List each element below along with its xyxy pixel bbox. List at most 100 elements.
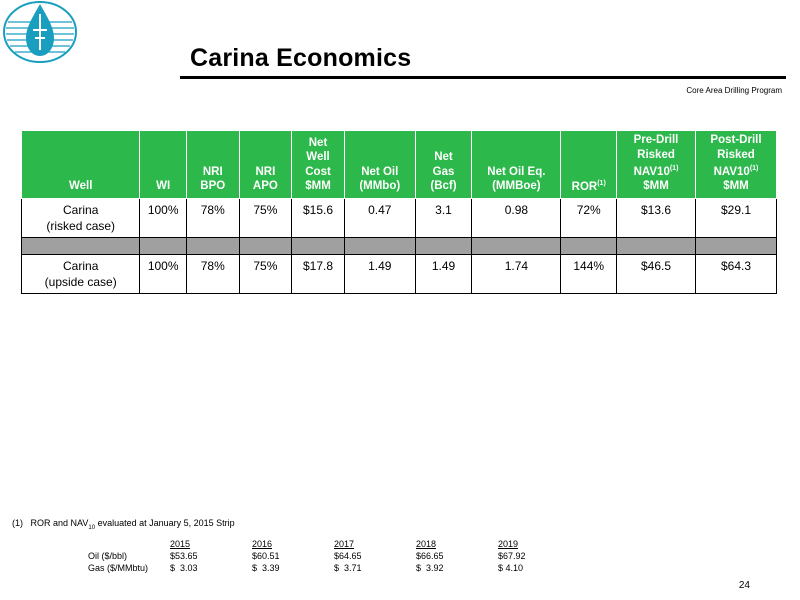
footnote-ref: (1) — [597, 179, 606, 187]
well-name-line: (risked case) — [46, 218, 116, 233]
column-header-line: Net — [308, 136, 328, 149]
column-header-line: Well — [68, 180, 93, 193]
table-cell: $13.6 — [616, 197, 696, 238]
column-header-line: Cost — [305, 165, 331, 178]
price-value: $67.92 — [498, 551, 526, 561]
table-cell: 0.47 — [343, 197, 416, 238]
column-header: NRI APO — [238, 130, 293, 199]
column-header-line: Net — [434, 151, 453, 164]
table-cell: 78% — [185, 197, 240, 238]
column-header-line: $MM — [723, 180, 749, 193]
price-years-row: 2015 2016 2017 2018 2019 — [88, 538, 580, 550]
column-header-line: NRI — [255, 165, 276, 178]
economics-table: Well WI NRI BPO NRI APO Net Well Cost $MM Net Oil(… — [20, 130, 778, 294]
table-cell: $17.8 — [291, 253, 345, 294]
spacer-cell — [616, 236, 696, 255]
price-gas-row: Gas ($/MMbtu) $ 3.03 $ 3.39 $ 3.71 $ 3.9… — [88, 562, 580, 574]
price-value: $ 3.39 — [252, 563, 280, 573]
table-cell: 100% — [139, 253, 187, 294]
price-value: $ 3.92 — [416, 563, 444, 573]
price-label-cell — [88, 538, 170, 550]
footnote-text-after: evaluated at January 5, 2015 Strip — [95, 518, 235, 528]
price-value: $ 3.03 — [170, 563, 198, 573]
column-header-line: Net Oil — [361, 165, 399, 178]
footnote-marker: (1) — [12, 518, 23, 528]
table-cell: 72% — [560, 197, 618, 238]
price-year: 2019 — [498, 539, 519, 549]
column-header: Net Oil Eq. (MMBoe) — [471, 130, 562, 199]
spacer-cell — [694, 236, 778, 255]
price-year: 2017 — [334, 539, 355, 549]
table-cell: 100% — [139, 197, 187, 238]
well-name-line: (upside case) — [44, 274, 117, 289]
column-header-line: Risked — [637, 148, 675, 161]
spacer-cell — [139, 236, 187, 255]
table-cell: 1.74 — [471, 253, 562, 294]
column-header-line: Pre-Drill — [633, 134, 679, 146]
spacer-cell — [343, 236, 416, 255]
spacer-cell — [560, 236, 618, 255]
price-value: $53.65 — [170, 551, 198, 561]
column-header-line: Gas — [432, 165, 455, 178]
table-row-upside: Carina (upside case) 100% 78% 75% $17.8 1.49 1.… — [20, 253, 778, 294]
spacer-cell — [238, 236, 293, 255]
column-header-line: NAV10 — [633, 165, 670, 178]
column-header-line: NAV10 — [713, 165, 750, 178]
column-header: Post-Drill Risked NAV10(1) $MM — [694, 130, 778, 199]
table-cell: 75% — [238, 253, 293, 294]
spacer-cell — [471, 236, 562, 255]
spacer-cell — [185, 236, 240, 255]
footnote-subscript: 10 — [88, 524, 96, 531]
table-cell: 75% — [238, 197, 293, 238]
column-header-line: (MMBoe) — [492, 180, 541, 193]
price-year: 2015 — [170, 539, 191, 549]
well-name-cell: Carina (risked case) — [20, 197, 141, 238]
column-header-line: BPO — [200, 180, 226, 193]
column-header-line: WI — [156, 180, 171, 193]
footnote-ref: (1) — [749, 165, 759, 172]
table-cell: 3.1 — [414, 197, 473, 238]
well-name-line: Carina — [63, 258, 99, 273]
well-name-cell: Carina (upside case) — [20, 253, 141, 294]
column-header: Net Well Cost $MM — [291, 130, 345, 199]
price-value: $ 4.10 — [498, 563, 524, 573]
table-cell: 78% — [185, 253, 240, 294]
price-year: 2016 — [252, 539, 273, 549]
table-cell: $29.1 — [694, 197, 778, 238]
column-header-line: (Bcf) — [430, 180, 457, 193]
table-cell: $64.3 — [694, 253, 778, 294]
page-subtitle: Core Area Drilling Program — [686, 86, 782, 95]
page-number: 24 — [738, 580, 750, 591]
column-header-line: Risked — [717, 148, 755, 161]
price-year: 2018 — [416, 539, 437, 549]
table-cell: 0.98 — [471, 197, 562, 238]
column-header-line: $MM — [305, 180, 331, 193]
table-spacer-row — [20, 236, 778, 255]
footnote-ref: (1) — [669, 165, 679, 172]
column-header-line: $MM — [643, 180, 669, 193]
spacer-cell — [291, 236, 345, 255]
table-row-risked: Carina (risked case) 100% 78% 75% $15.6 0.47 3.… — [20, 197, 778, 238]
footnote-text-before: ROR and NAV — [30, 518, 89, 528]
price-oil-row: Oil ($/bbl) $53.65 $60.51 $64.65 $66.65 … — [88, 550, 580, 562]
column-header-line: Net Oil Eq. — [487, 165, 546, 178]
spacer-cell — [414, 236, 473, 255]
table-cell: 1.49 — [343, 253, 416, 294]
page-title: Carina Economics — [190, 44, 412, 72]
price-value: $64.65 — [334, 551, 362, 561]
price-row-label: Oil ($/bbl) — [88, 551, 128, 561]
table-header-row: Well WI NRI BPO NRI APO Net Well Cost $MM Net Oil(… — [20, 130, 778, 199]
company-logo-icon — [3, 1, 77, 63]
column-header-line: (MMbo) — [359, 180, 401, 193]
column-header: Net Oil (MMbo) — [343, 130, 416, 199]
column-header: Net Gas (Bcf) — [414, 130, 473, 199]
spacer-cell — [20, 236, 141, 255]
column-header: Well — [20, 130, 141, 199]
well-name-line: Carina — [63, 202, 99, 217]
footnote: (1) ROR and NAV10 evaluated at January 5… — [12, 518, 235, 531]
table-cell: $46.5 — [616, 253, 696, 294]
column-header-line: NRI — [202, 165, 223, 178]
price-value: $60.51 — [252, 551, 280, 561]
table-cell: 144% — [560, 253, 618, 294]
table-cell: $15.6 — [291, 197, 345, 238]
